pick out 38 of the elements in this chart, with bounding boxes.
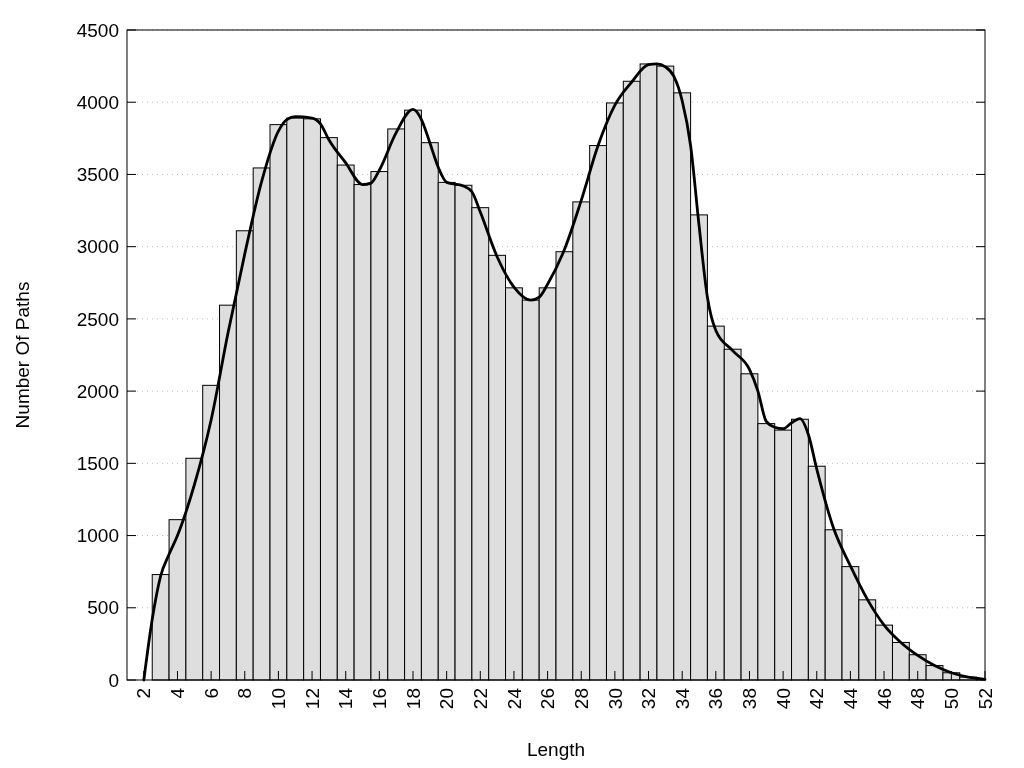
x-tick-label: 22 (469, 688, 491, 710)
y-tick-label: 1000 (76, 525, 119, 547)
x-tick-label: 32 (638, 688, 660, 710)
y-tick-label: 500 (87, 597, 119, 619)
x-tick-label: 34 (671, 687, 693, 710)
y-axis-title: Number Of Paths (12, 281, 33, 429)
x-tick-label: 10 (268, 688, 290, 710)
y-tick-label: 3500 (76, 164, 119, 186)
x-tick-label: 30 (604, 688, 626, 710)
y-tick-label: 1500 (76, 452, 119, 474)
y-tick-label: 2000 (76, 380, 119, 402)
x-tick-label: 16 (369, 688, 390, 710)
y-tick-label: 3000 (76, 236, 119, 258)
x-tick-label: 42 (806, 688, 828, 710)
x-tick-label: 14 (335, 687, 357, 710)
x-tick-label: 46 (873, 688, 895, 710)
x-tick-label: 38 (739, 688, 761, 710)
x-tick-label: 6 (200, 688, 222, 699)
x-tick-label: 26 (537, 688, 559, 710)
x-tick-label: 8 (234, 688, 256, 699)
y-tick-label: 4000 (76, 91, 119, 113)
y-tick-label: 2500 (76, 308, 119, 330)
x-tick-label: 12 (301, 688, 323, 710)
x-tick-label: 50 (941, 688, 962, 710)
x-tick-label: 36 (705, 688, 727, 710)
x-tick-label: 48 (907, 688, 929, 710)
x-tick-label: 28 (570, 688, 592, 710)
x-tick-label: 44 (840, 687, 862, 710)
x-axis-title: Length (526, 739, 586, 760)
x-tick-label: 2 (133, 688, 155, 699)
x-tick-label: 18 (402, 688, 424, 710)
x-tick-label: 4 (167, 687, 189, 699)
x-tick-label: 20 (436, 688, 458, 710)
x-tick-label: 52 (974, 688, 996, 710)
x-tick-label: 24 (503, 687, 525, 710)
y-tick-label: 0 (108, 669, 119, 691)
x-tick-label: 40 (772, 688, 794, 710)
y-tick-label: 4500 (76, 19, 119, 41)
